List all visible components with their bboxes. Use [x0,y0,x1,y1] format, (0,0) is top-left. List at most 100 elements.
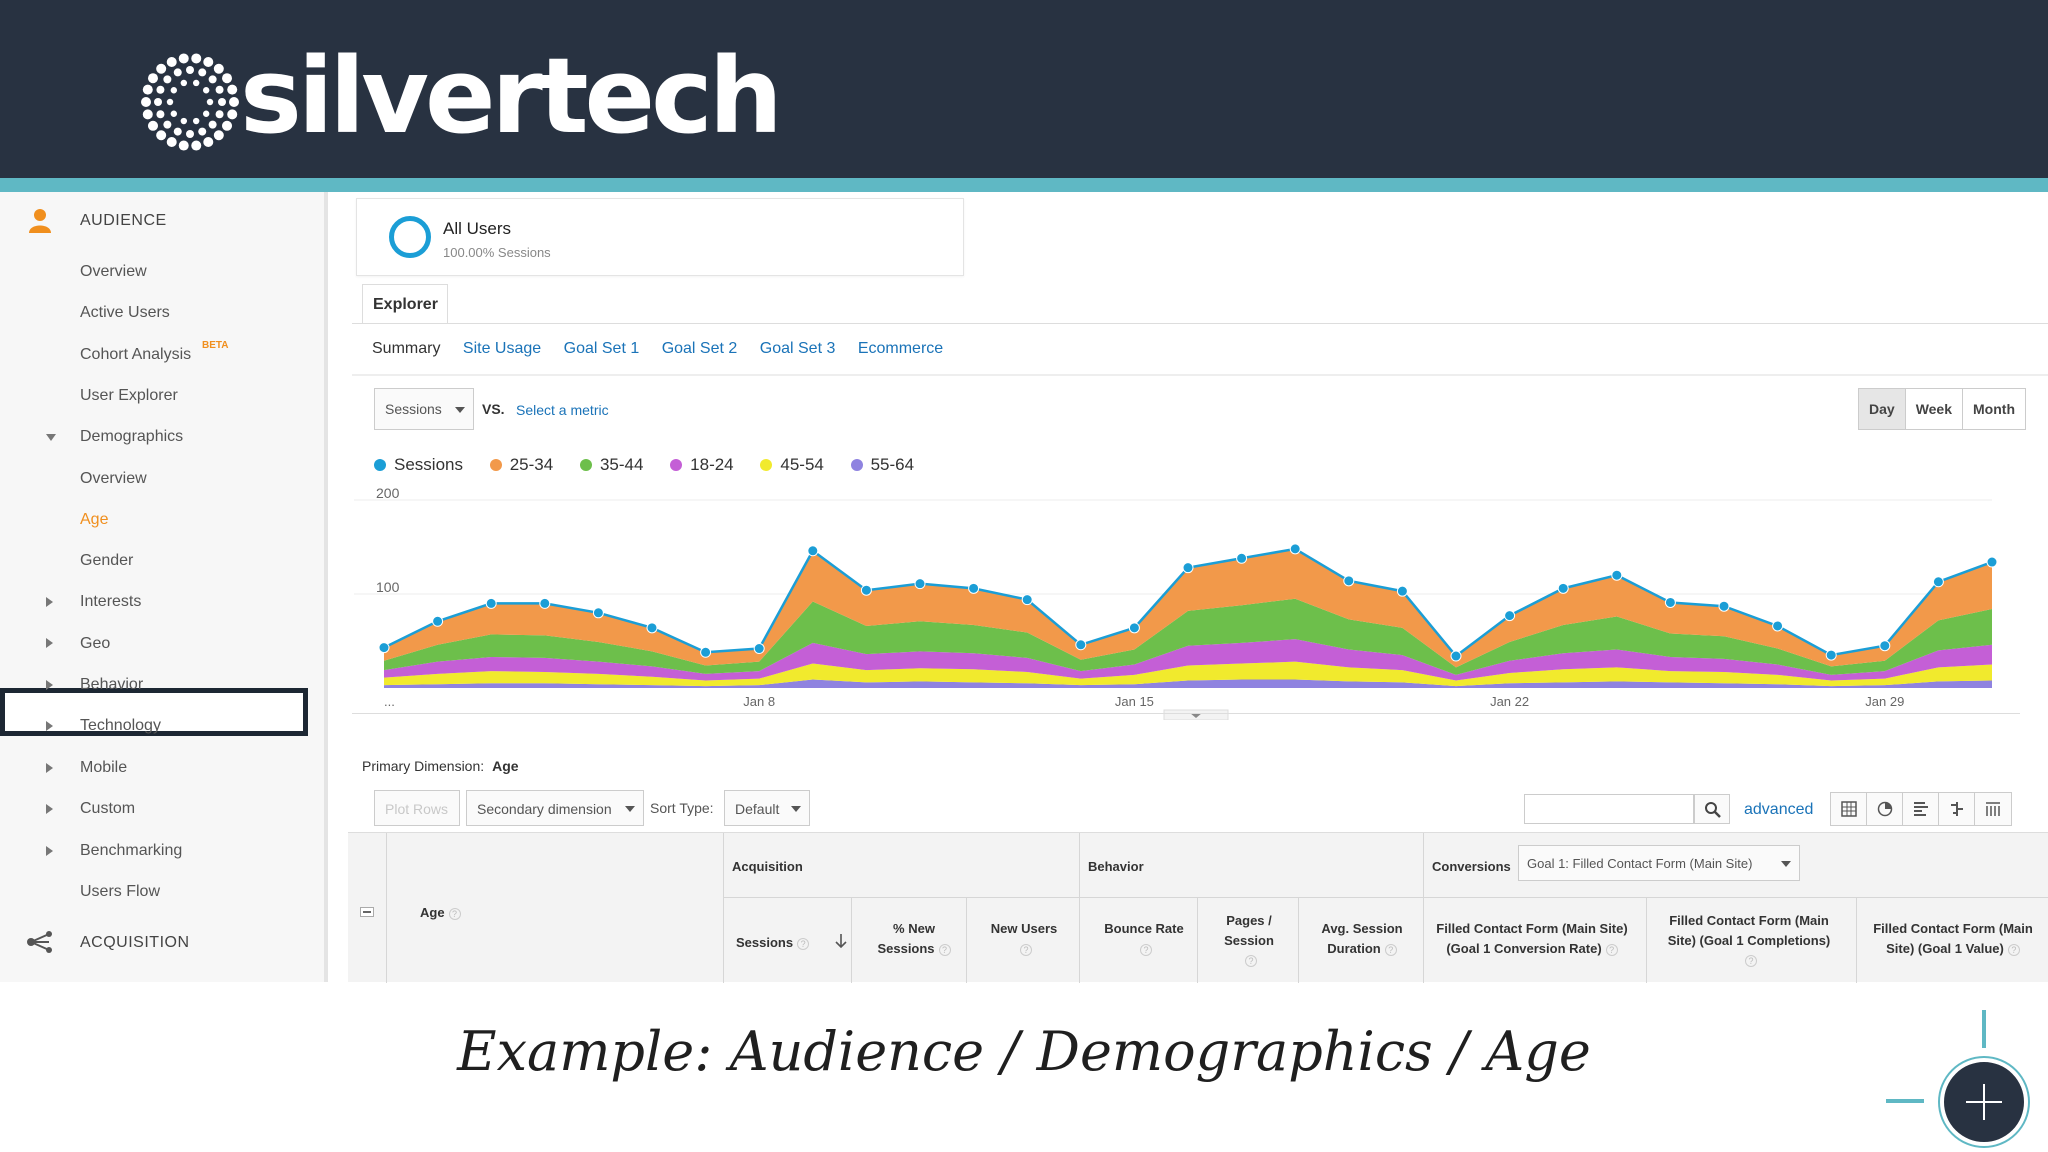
caret-right-icon[interactable] [46,846,53,856]
legend-entry-55-64[interactable]: 55-64 [850,455,914,475]
segment-card[interactable]: All Users 100.00% Sessions [356,198,964,276]
column-header-bounce-rate[interactable]: Bounce Rate? [1088,919,1200,958]
sessions-point[interactable] [1021,594,1033,606]
caret-right-icon[interactable] [46,763,53,773]
column-header-goal-1-completions[interactable]: Filled Contact Form (Main Site) (Goal 1 C… [1652,911,1846,970]
goal-select[interactable]: Goal 1: Filled Contact Form (Main Site) [1518,845,1800,881]
sessions-point[interactable] [1825,649,1837,661]
metric-select[interactable]: Sessions [374,388,474,430]
sessions-point[interactable] [807,545,819,557]
column-header-age[interactable]: Age? [420,903,461,923]
period-day-button[interactable]: Day [1859,389,1906,429]
advanced-filter-link[interactable]: advanced [1744,801,1814,818]
caret-right-icon[interactable] [46,638,53,648]
subtab-goal-set-3[interactable]: Goal Set 3 [759,340,836,357]
column-header-goal-1-conversion-rate[interactable]: Filled Contact Form (Main Site) (Goal 1 C… [1430,919,1634,958]
plus-button[interactable] [1940,1058,2028,1146]
sidebar-item-age[interactable]: Age [80,511,109,528]
sessions-point[interactable] [1289,543,1301,555]
sidebar-section-acquisition[interactable]: ACQUISITION [80,934,190,951]
legend-entry-45-54[interactable]: 45-54 [760,455,824,475]
sort-descending-icon[interactable] [834,933,848,949]
caret-right-icon[interactable] [46,804,53,814]
sessions-point[interactable] [1236,552,1248,564]
sidebar-item-interests[interactable]: Interests [80,593,142,610]
column-header-goal-1-value[interactable]: Filled Contact Form (Main Site) (Goal 1 V… [1862,919,2044,958]
sessions-point[interactable] [1772,620,1784,632]
help-icon[interactable]: ? [1384,943,1397,956]
caret-right-icon[interactable] [46,597,53,607]
table-view-button[interactable] [1831,793,1867,825]
sessions-point[interactable] [753,643,765,655]
performance-view-button[interactable] [1903,793,1939,825]
primary-dimension-value[interactable]: Age [492,758,519,774]
period-month-button[interactable]: Month [1963,389,2025,429]
period-week-button[interactable]: Week [1905,389,1964,429]
sidebar-item-behavior[interactable]: Behavior [80,676,144,693]
sidebar-item-geo[interactable]: Geo [80,635,111,652]
sessions-point[interactable] [1879,640,1891,652]
column-header-avg-session-duration[interactable]: Avg. Session Duration? [1306,919,1418,958]
sessions-point[interactable] [539,597,551,609]
sessions-point[interactable] [1396,585,1408,597]
help-icon[interactable]: ? [1745,955,1757,967]
sort-type-select[interactable]: Default [724,790,810,826]
subtab-summary[interactable]: Summary [372,340,441,357]
sessions-point[interactable] [968,582,980,594]
sidebar-item-demographics[interactable]: Demographics [80,428,184,445]
legend-entry-25-34[interactable]: 25-34 [489,455,553,475]
column-header-new-users[interactable]: New Users? [974,919,1074,958]
sidebar-item-overview[interactable]: Overview [80,263,147,280]
legend-entry-sessions[interactable]: Sessions [374,455,463,475]
tab-explorer[interactable]: Explorer [362,284,448,324]
sidebar-item-user-explorer[interactable]: User Explorer [80,387,178,404]
column-header-pages-per-session[interactable]: Pages / Session? [1204,911,1294,970]
table-search-input[interactable] [1524,794,1694,824]
column-header-pct-new-sessions[interactable]: % New Sessions? [860,919,968,958]
search-button[interactable] [1694,794,1730,824]
subtab-goal-set-2[interactable]: Goal Set 2 [661,340,738,357]
sidebar-item-demographics-overview[interactable]: Overview [80,470,147,487]
sessions-point[interactable] [1986,556,1998,568]
sidebar-item-technology[interactable]: Technology [80,717,161,734]
sessions-point[interactable] [432,615,444,627]
sessions-point[interactable] [646,622,658,634]
subtab-goal-set-1[interactable]: Goal Set 1 [563,340,640,357]
sidebar-item-benchmarking[interactable]: Benchmarking [80,842,183,859]
sessions-point[interactable] [1182,562,1194,574]
plot-rows-button[interactable]: Plot Rows [374,790,460,826]
help-icon[interactable]: ? [1245,955,1257,967]
sidebar-item-active-users[interactable]: Active Users [80,304,170,321]
caret-down-icon[interactable] [46,434,56,441]
sidebar-item-users-flow[interactable]: Users Flow [80,883,161,900]
sessions-point[interactable] [1718,600,1730,612]
sessions-point[interactable] [1504,610,1516,622]
pivot-view-button[interactable] [1975,793,2011,825]
sessions-point[interactable] [1932,576,1944,588]
subtab-site-usage[interactable]: Site Usage [462,340,542,357]
sessions-point[interactable] [592,607,604,619]
help-icon[interactable]: ? [938,943,951,956]
sidebar-item-mobile[interactable]: Mobile [80,759,128,776]
legend-entry-35-44[interactable]: 35-44 [579,455,643,475]
sessions-point[interactable] [860,584,872,596]
sessions-point[interactable] [1343,575,1355,587]
help-icon[interactable]: ? [2007,943,2020,956]
help-icon[interactable]: ? [1020,943,1032,956]
caret-right-icon[interactable] [46,680,53,690]
sidebar-item-gender[interactable]: Gender [80,552,134,569]
sidebar-item-custom[interactable]: Custom [80,800,136,817]
help-icon[interactable]: ? [1605,943,1618,956]
sidebar-item-cohort-analysis[interactable]: Cohort Analysis BETA [80,340,228,364]
subtab-ecommerce[interactable]: Ecommerce [857,340,944,357]
collapse-toggle[interactable] [360,907,374,917]
help-icon[interactable]: ? [797,938,810,950]
sessions-point[interactable] [1450,650,1462,662]
help-icon[interactable]: ? [1140,943,1152,956]
sessions-point[interactable] [1611,569,1623,581]
select-metric-link[interactable]: Select a metric [516,402,609,418]
help-icon[interactable]: ? [448,908,461,920]
sessions-area-chart[interactable]: 200 100... Jan 8 Jan 15 Jan 22 Jan 29 [352,480,2020,720]
sessions-point[interactable] [1557,582,1569,594]
sessions-point[interactable] [485,597,497,609]
